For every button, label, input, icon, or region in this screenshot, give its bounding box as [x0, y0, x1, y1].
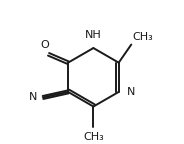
- Text: N: N: [127, 87, 135, 97]
- Text: N: N: [29, 92, 37, 103]
- Text: NH: NH: [85, 30, 102, 40]
- Text: O: O: [40, 40, 49, 50]
- Text: CH₃: CH₃: [133, 32, 153, 42]
- Text: CH₃: CH₃: [83, 132, 104, 142]
